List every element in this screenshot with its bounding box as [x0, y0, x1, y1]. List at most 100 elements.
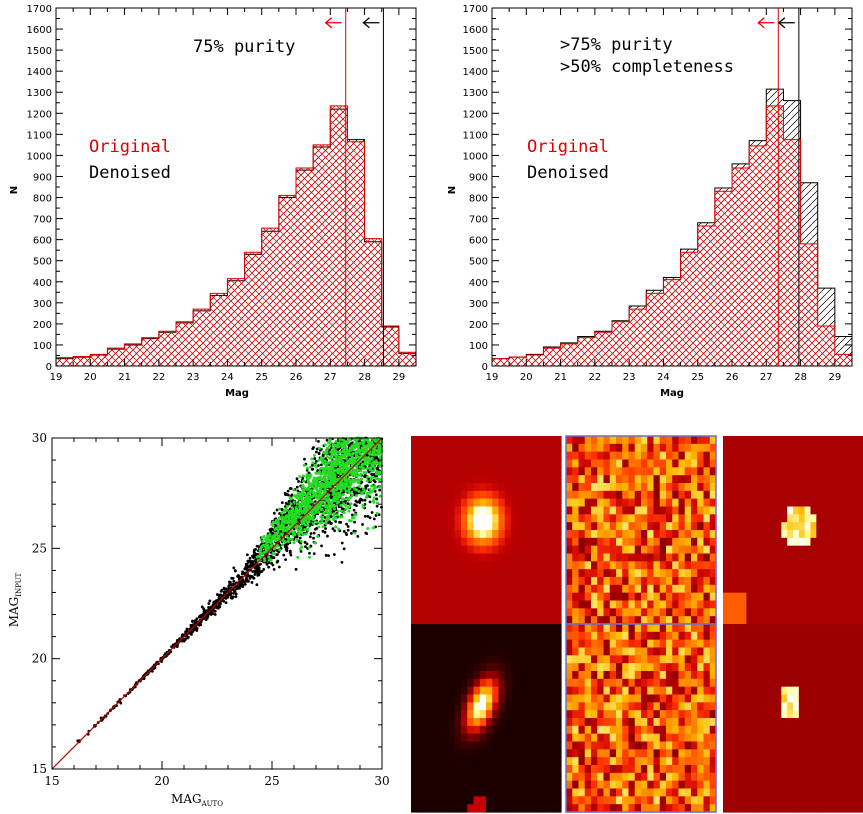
pixel — [597, 459, 605, 468]
pixel — [529, 498, 537, 508]
black-point — [353, 503, 357, 507]
pixel — [857, 459, 863, 468]
pixel — [442, 616, 450, 625]
pixel — [659, 608, 667, 617]
green-point — [366, 475, 370, 479]
pixel — [666, 490, 673, 500]
pixel — [822, 451, 829, 461]
pixel — [822, 459, 829, 468]
green-point — [328, 441, 332, 445]
pixel — [467, 514, 475, 523]
pixel — [746, 483, 753, 492]
black-point — [282, 553, 286, 557]
green-point — [368, 487, 372, 491]
pixel — [822, 467, 829, 476]
pixel — [429, 561, 437, 570]
pixel — [746, 443, 753, 453]
green-point — [372, 448, 376, 452]
pixel — [523, 584, 531, 594]
pixel — [622, 537, 630, 547]
pixel — [486, 584, 493, 594]
pixel — [839, 451, 847, 461]
pixel — [417, 451, 425, 461]
pixel — [436, 537, 443, 547]
pixel — [486, 577, 493, 586]
pixel — [597, 498, 605, 508]
pixel — [511, 584, 518, 594]
pixel — [659, 514, 667, 523]
pixel — [684, 522, 692, 531]
pixel — [622, 490, 630, 500]
pixel — [411, 584, 418, 594]
green-point — [326, 472, 330, 476]
green-point — [303, 527, 307, 531]
pixel — [523, 443, 531, 453]
pixel — [429, 545, 437, 555]
black-point — [296, 489, 300, 493]
pixel — [622, 569, 630, 578]
black-point — [310, 463, 314, 467]
pixel — [616, 561, 623, 570]
pixel — [454, 436, 462, 445]
pixel — [467, 506, 475, 515]
original-bar — [347, 141, 365, 366]
original-bar — [663, 279, 681, 366]
green-point — [355, 494, 359, 498]
pixel — [672, 553, 680, 562]
pixel — [691, 436, 698, 445]
pixel — [678, 561, 686, 570]
pixel — [622, 467, 630, 476]
pixel — [591, 490, 598, 500]
black-point — [239, 584, 242, 588]
pixel — [672, 577, 680, 586]
green-point — [260, 536, 264, 540]
pixel — [678, 553, 686, 562]
pixel — [609, 608, 617, 617]
black-point — [253, 569, 257, 573]
annotation-purity: 75% purity — [193, 37, 295, 57]
pixel — [548, 545, 556, 555]
green-point — [326, 514, 330, 518]
pixel — [603, 577, 611, 586]
pixel — [666, 600, 673, 609]
pixel — [498, 459, 506, 468]
pixel — [603, 584, 611, 594]
pixel — [504, 530, 512, 539]
pixel — [417, 498, 425, 508]
pixel — [479, 475, 487, 484]
pixel — [769, 436, 777, 445]
green-point — [360, 466, 364, 470]
cutoff-lines — [757, 8, 800, 366]
pixel — [622, 553, 630, 562]
pixel — [723, 443, 730, 453]
black-point — [186, 636, 189, 640]
pixel — [678, 569, 686, 578]
pixel — [647, 553, 655, 562]
pixel — [659, 577, 667, 586]
pixel — [740, 436, 747, 445]
pixel — [523, 522, 531, 531]
black-point — [229, 582, 232, 586]
y-tick-label: 1300 — [27, 88, 52, 99]
pixel — [787, 467, 794, 476]
black-point — [346, 502, 350, 506]
pixel — [703, 584, 711, 594]
black-point — [160, 660, 163, 664]
pixel — [436, 436, 443, 445]
pixel — [536, 616, 543, 625]
pixel — [536, 577, 543, 586]
original-bar — [90, 354, 108, 366]
pixel — [591, 561, 598, 570]
black-point — [247, 579, 250, 583]
green-point — [305, 466, 309, 470]
pixel — [591, 522, 598, 531]
green-point — [298, 526, 302, 530]
black-point — [363, 514, 367, 518]
green-point — [302, 489, 306, 493]
original-bar — [612, 321, 630, 366]
green-point — [311, 485, 315, 489]
black-point — [244, 567, 248, 571]
black-point — [276, 553, 279, 556]
black-point — [272, 511, 276, 515]
pixel — [461, 459, 468, 468]
